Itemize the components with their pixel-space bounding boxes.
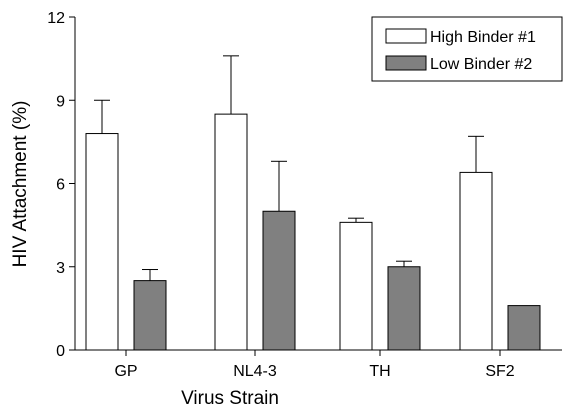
x-axis-title: Virus Strain: [181, 388, 279, 406]
legend-swatch: [385, 55, 427, 71]
x-tick-label: GP: [114, 363, 137, 380]
bar-high-binder-gp: [85, 133, 119, 351]
bar-low-binder-sf2: [507, 305, 541, 351]
axes: 0 3 6 9 12 GP NL4-3 TH SF2: [47, 10, 562, 380]
error-bar-group: [94, 55, 484, 281]
bar-high-binder-th: [339, 221, 373, 351]
bar-low-binder-gp: [133, 280, 167, 351]
y-tick-label: 0: [56, 343, 65, 360]
legend-label: Low Binder #2: [430, 56, 532, 73]
y-axis-title: HIV Attachment (%): [10, 101, 31, 268]
bar-high-binder-nl4-3: [214, 113, 248, 351]
x-tick-label: SF2: [485, 363, 514, 380]
bar-low-binder-th: [387, 266, 421, 351]
legend-swatch: [385, 28, 427, 44]
y-tick-label: 9: [56, 93, 65, 110]
bar-group: [85, 113, 541, 351]
x-tick-label: TH: [369, 363, 390, 380]
x-tick-label: NL4-3: [233, 363, 277, 380]
bar-low-binder-nl4-3: [262, 210, 296, 351]
y-tick-label: 3: [56, 260, 65, 277]
bar-high-binder-sf2: [459, 171, 493, 351]
legend: High Binder #1 Low Binder #2: [371, 16, 563, 82]
legend-label: High Binder #1: [430, 29, 536, 46]
y-tick-label: 6: [56, 177, 65, 194]
y-tick-label: 12: [47, 10, 65, 27]
